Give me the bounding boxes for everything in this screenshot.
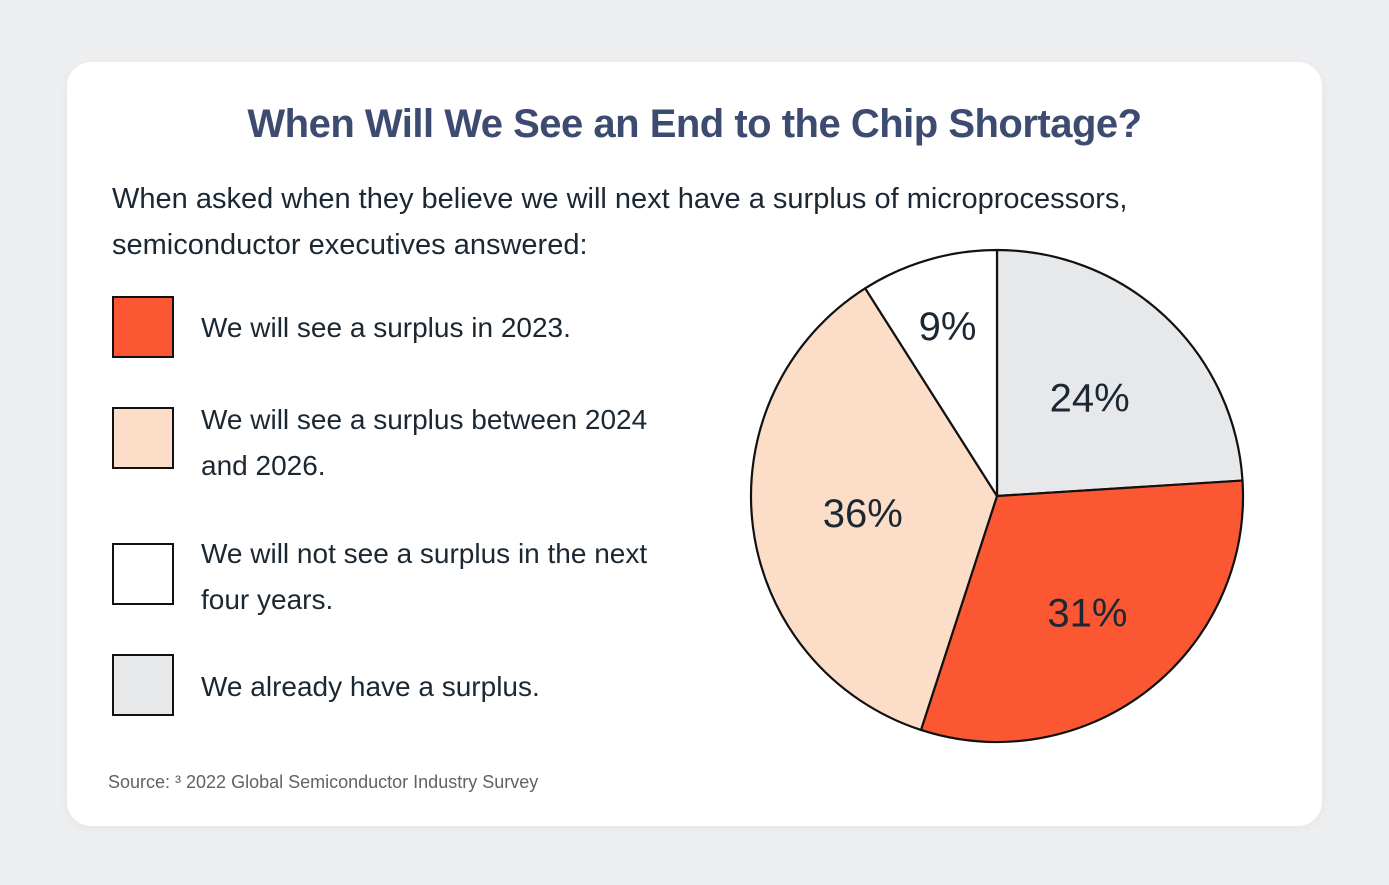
- subtitle: When asked when they believe we will nex…: [112, 183, 1128, 261]
- pie-label-already-surplus: 24%: [1050, 376, 1130, 420]
- pie-slice-surplus-2023: [919, 479, 1245, 744]
- source-note: Source: ³ 2022 Global Semiconductor Indu…: [108, 772, 539, 792]
- pie-slice-no-surplus-four-years: [864, 248, 999, 498]
- legend-label: We already have a surplus.: [201, 671, 540, 702]
- page-title: When Will We See an End to the Chip Shor…: [247, 102, 1142, 146]
- pie-slice-already-surplus: [995, 248, 1244, 498]
- legend-label: We will see a surplus between 2024 and 2…: [201, 404, 648, 481]
- legend-label: We will not see a surplus in the next fo…: [201, 538, 648, 615]
- legend-swatch: [112, 543, 174, 605]
- pie-label-surplus-2024-2026: 36%: [823, 492, 903, 536]
- legend-swatch: [112, 407, 174, 469]
- pie-slice-surplus-2024-2026: [749, 287, 999, 732]
- legend-swatch: [112, 654, 174, 716]
- legend-label: We will see a surplus in 2023.: [201, 312, 571, 343]
- pie-label-surplus-2023: 31%: [1047, 592, 1127, 636]
- legend-swatch: [112, 296, 174, 358]
- pie-label-no-surplus-four-years: 9%: [919, 305, 977, 349]
